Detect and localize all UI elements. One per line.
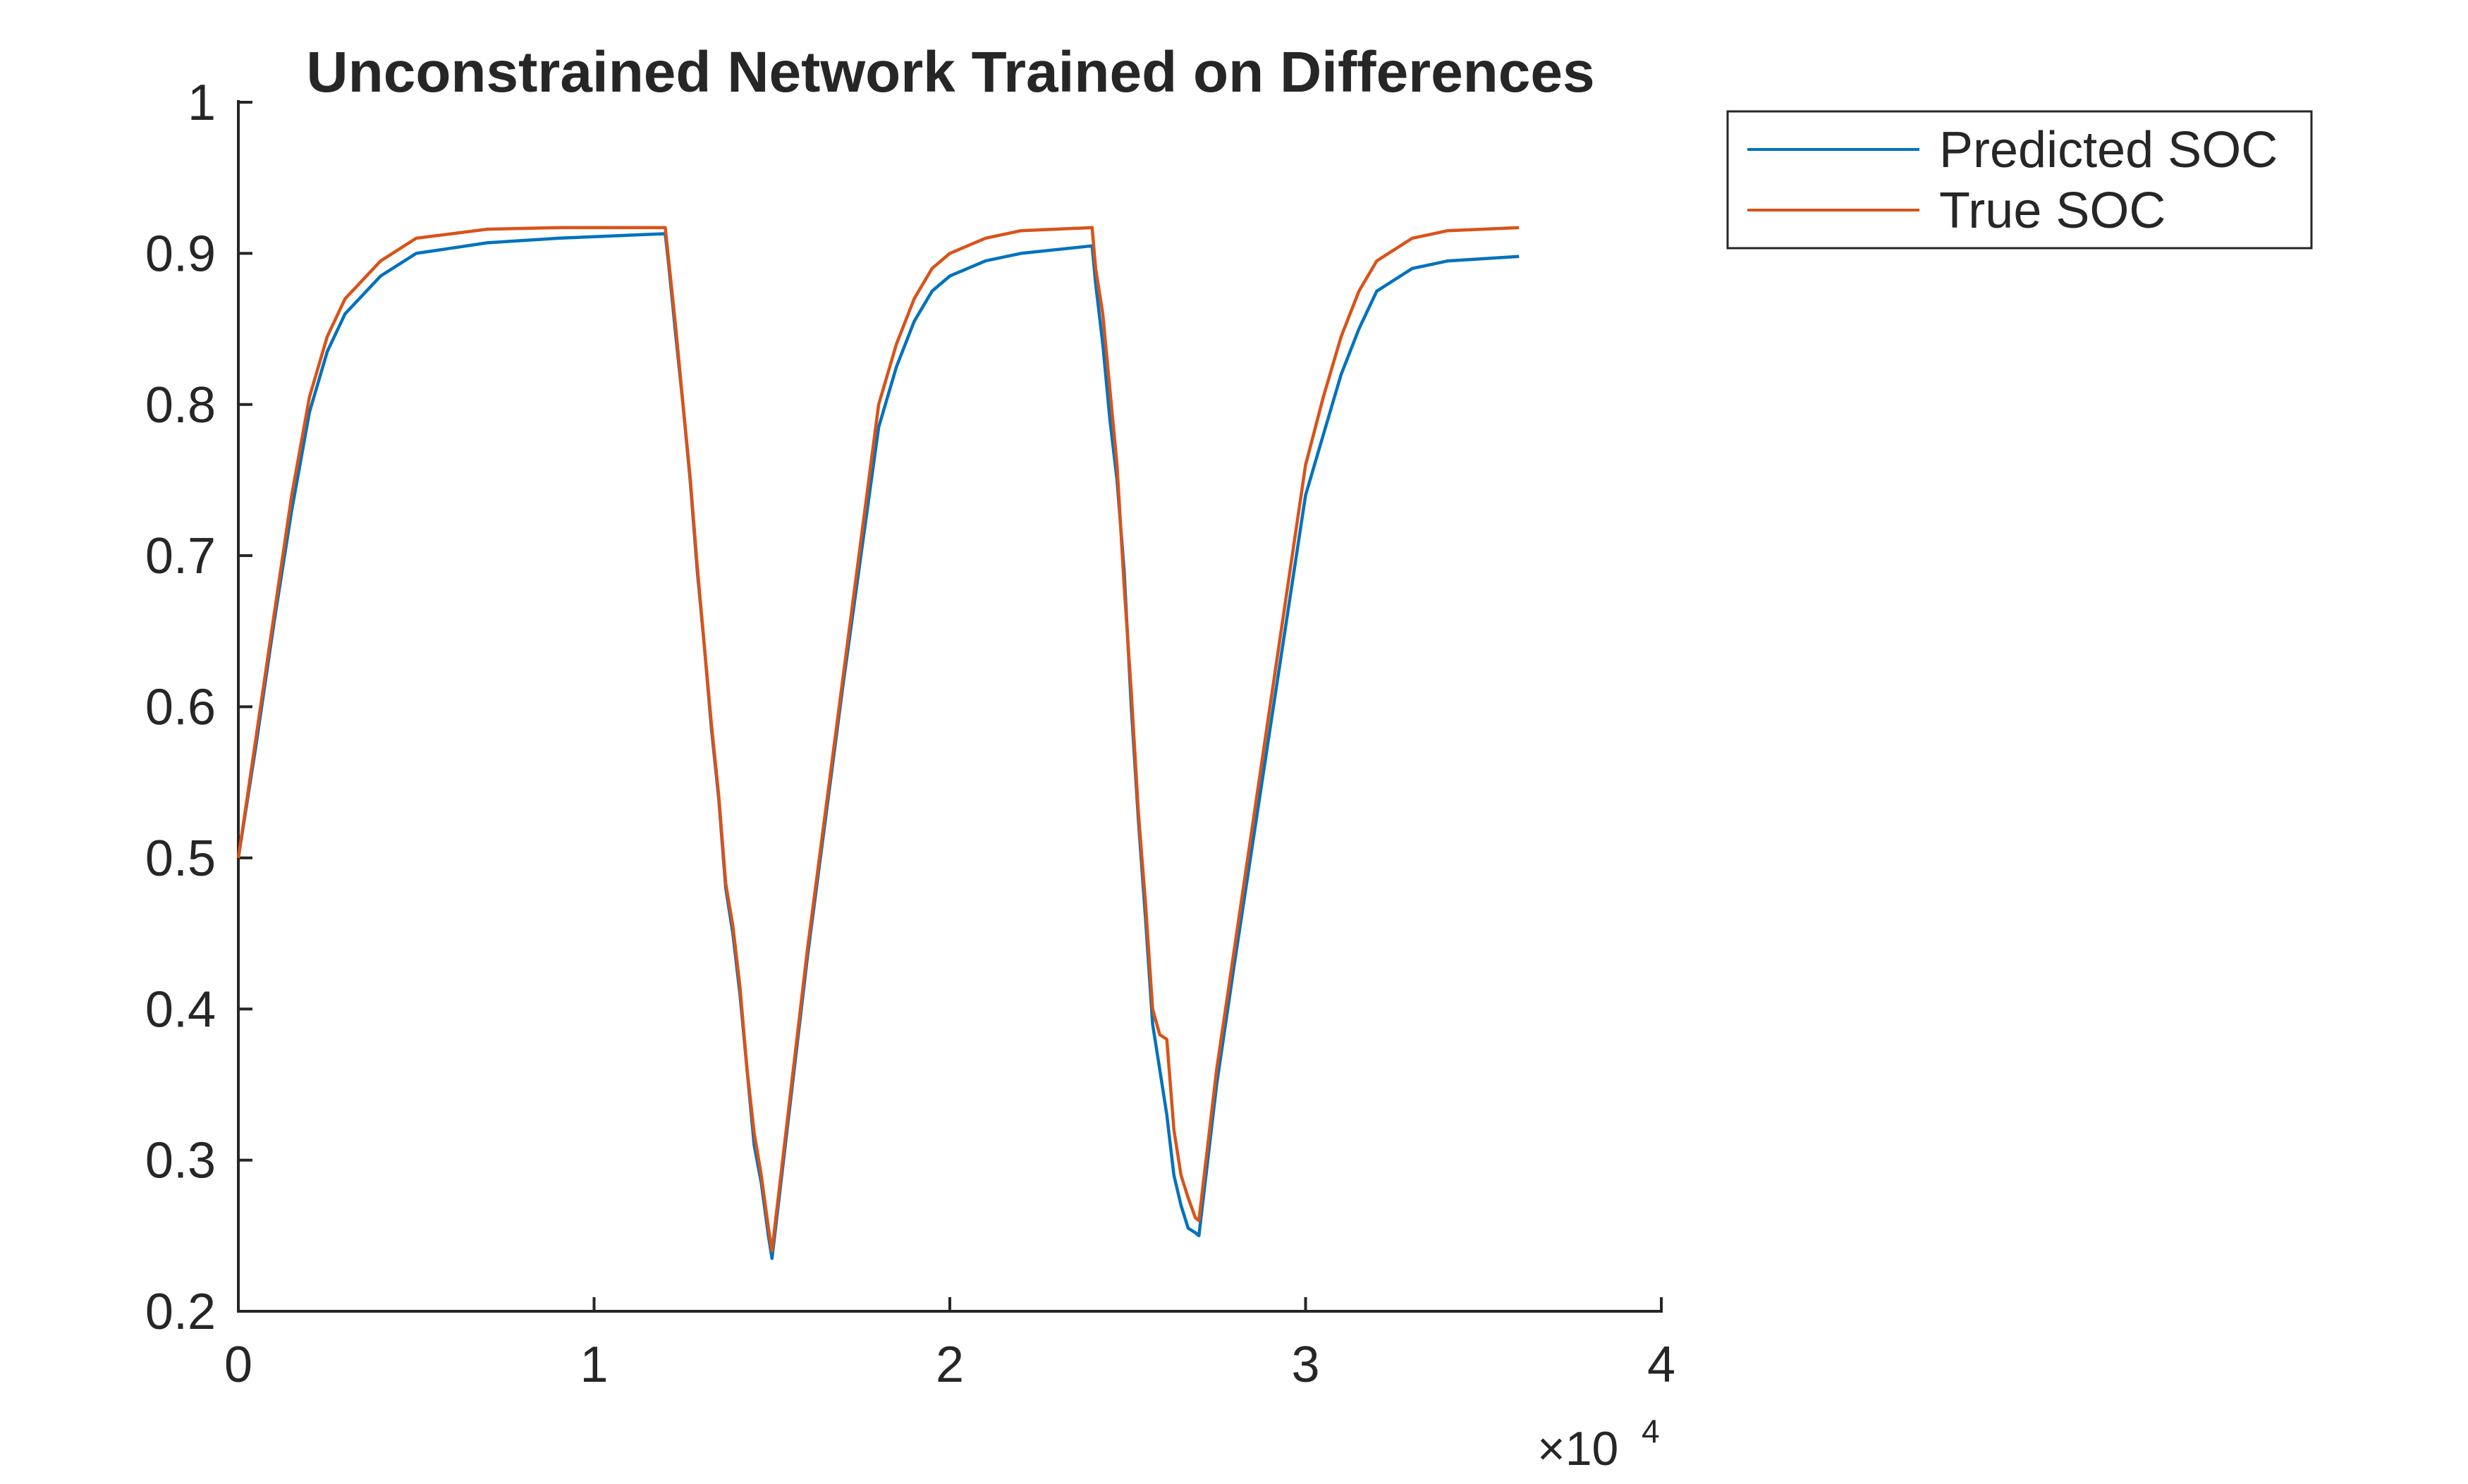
chart-title: Unconstrained Network Trained on Differe… [306, 40, 1594, 104]
x-tick-label: 0 [224, 1337, 252, 1393]
y-tick-label: 0.6 [145, 680, 216, 736]
x-exponent-base: ×10 [1537, 1422, 1618, 1476]
x-tick-label: 1 [580, 1337, 608, 1393]
x-exponent-power: 4 [1642, 1413, 1660, 1449]
y-tick-label: 0.9 [145, 226, 216, 282]
legend-box [1726, 110, 2313, 250]
series-line-predicted-soc [236, 232, 1520, 1261]
plot-area [236, 226, 1520, 1261]
y-tick-label: 1 [188, 75, 216, 131]
x-ticks: 0 1 2 3 4 [224, 1297, 1675, 1393]
y-tick-label: 0.3 [145, 1133, 216, 1189]
x-tick-label: 2 [936, 1337, 964, 1393]
y-tick-label: 0.2 [145, 1284, 216, 1340]
y-tick-label: 0.8 [145, 377, 216, 434]
series-line-true-soc [236, 226, 1520, 1253]
x-tick-label: 3 [1291, 1337, 1319, 1393]
legend-label-true-soc: True SOC [1939, 183, 2165, 239]
legend-label-predicted-soc: Predicted SOC [1939, 122, 2278, 178]
y-tick-label: 0.7 [145, 528, 216, 584]
axes: 0.2 0.3 0.4 0.5 0.6 0.7 0.8 0.9 1 0 1 2 3 4 [145, 75, 1675, 1393]
x-tick-label: 4 [1647, 1337, 1675, 1393]
y-tick-label: 0.5 [145, 830, 216, 887]
x-exponent-label: ×10 4 [1537, 1413, 1660, 1476]
legend: Predicted SOC True SOC [1726, 110, 2313, 250]
y-tick-label: 0.4 [145, 981, 216, 1038]
y-ticks: 0.2 0.3 0.4 0.5 0.6 0.7 0.8 0.9 1 [145, 75, 252, 1340]
